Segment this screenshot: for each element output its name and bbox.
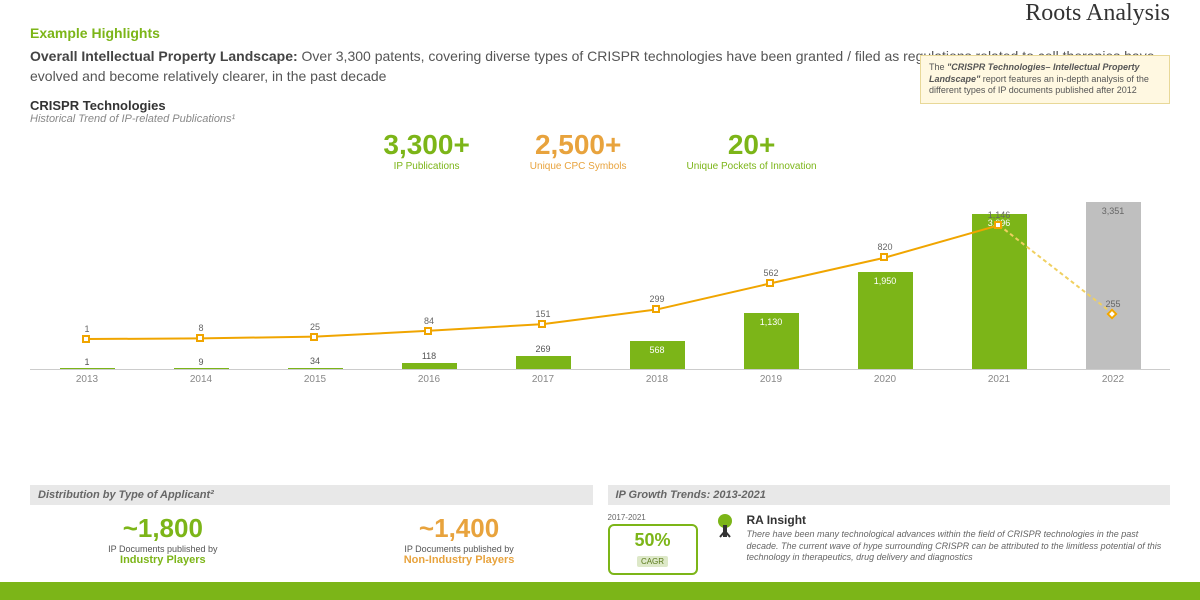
growth-wrap: 2017-2021 50% CAGR <box>608 513 698 575</box>
ra-insight: RA Insight There have been many technolo… <box>713 513 1171 564</box>
bar-value-label: 34 <box>258 356 372 366</box>
line-value-label: 8 <box>181 323 221 333</box>
bar-group: 118 <box>372 363 486 369</box>
dist-value: ~1,800 <box>108 513 217 544</box>
bar-value-label: 3,351 <box>1056 206 1170 216</box>
insight-text: There have been many technological advan… <box>747 529 1171 564</box>
line-value-label: 820 <box>865 242 905 252</box>
section-label: Example Highlights <box>30 25 1170 41</box>
bar <box>60 368 115 369</box>
growth-period: 2017-2021 <box>608 513 698 522</box>
page-container: Roots Analysis Example Highlights Overal… <box>0 0 1200 600</box>
bar-group: 3,351 <box>1056 202 1170 370</box>
year-label: 2018 <box>600 374 714 385</box>
bar-group: 34 <box>258 368 372 370</box>
bar-group: 1,950 <box>828 272 942 370</box>
bar-value-label: 118 <box>372 351 486 361</box>
line-value-label: 84 <box>409 316 449 326</box>
dist-value: ~1,400 <box>404 513 515 544</box>
year-label: 2022 <box>1056 374 1170 385</box>
year-label: 2013 <box>30 374 144 385</box>
line-marker <box>994 221 1002 229</box>
year-axis: 2013201420152016201720182019202020212022 <box>30 374 1170 385</box>
growth-box: 50% CAGR <box>608 524 698 575</box>
line-value-label: 1,146 <box>979 210 1019 220</box>
bar-value-label: 269 <box>486 344 600 354</box>
stat-item: 2,500+Unique CPC Symbols <box>530 129 627 172</box>
dist-item: ~1,400IP Documents published byNon-Indus… <box>404 513 515 566</box>
line-marker <box>196 334 204 342</box>
panel-growth-title: IP Growth Trends: 2013-2021 <box>608 485 1171 505</box>
growth-value: 50% <box>614 530 692 551</box>
dist-who: Industry Players <box>108 554 217 566</box>
stat-label: Unique CPC Symbols <box>530 161 627 172</box>
panel-distribution-title: Distribution by Type of Applicant² <box>30 485 593 505</box>
bar <box>1086 202 1141 370</box>
bar-value-label: 1,950 <box>828 276 942 286</box>
year-label: 2016 <box>372 374 486 385</box>
bar-group: 568 <box>600 341 714 369</box>
insight-title: RA Insight <box>747 513 1171 527</box>
brand-logo: Roots Analysis <box>1025 0 1170 27</box>
line-value-label: 25 <box>295 322 335 332</box>
year-label: 2019 <box>714 374 828 385</box>
bar-group: 3,096 <box>942 214 1056 369</box>
dist-sub: IP Documents published by <box>404 544 515 554</box>
bar <box>516 356 571 369</box>
bottom-row: Distribution by Type of Applicant² ~1,80… <box>30 485 1170 575</box>
bar <box>972 214 1027 369</box>
line-value-label: 1 <box>67 324 107 334</box>
bar-value-label: 1 <box>30 357 144 367</box>
bar <box>402 363 457 369</box>
headline-bold: Overall Intellectual Property Landscape: <box>30 48 298 64</box>
line-value-label: 151 <box>523 309 563 319</box>
year-label: 2017 <box>486 374 600 385</box>
bar-value-label: 1,130 <box>714 317 828 327</box>
footer-bar <box>0 582 1200 600</box>
line-marker <box>310 333 318 341</box>
stat-label: IP Publications <box>383 161 469 172</box>
dist-who: Non-Industry Players <box>404 554 515 566</box>
growth-cagr: CAGR <box>637 556 668 567</box>
bar-value-label: 568 <box>600 345 714 355</box>
bar-value-label: 9 <box>144 357 258 367</box>
year-label: 2020 <box>828 374 942 385</box>
stat-label: Unique Pockets of Innovation <box>687 161 817 172</box>
stat-item: 20+Unique Pockets of Innovation <box>687 129 817 172</box>
bar-group: 1,130 <box>714 313 828 370</box>
chart-subtitle: Historical Trend of IP-related Publicati… <box>30 113 1170 125</box>
dist-sub: IP Documents published by <box>108 544 217 554</box>
bar-group: 269 <box>486 356 600 369</box>
line-value-label: 562 <box>751 268 791 278</box>
bar <box>288 368 343 370</box>
line-value-label: 299 <box>637 294 677 304</box>
stats-row: 3,300+IP Publications 2,500+Unique CPC Sy… <box>30 129 1170 172</box>
bar <box>858 272 913 370</box>
panel-growth: IP Growth Trends: 2013-2021 2017-2021 50… <box>608 485 1171 575</box>
stat-item: 3,300+IP Publications <box>383 129 469 172</box>
line-marker <box>652 305 660 313</box>
panel-distribution: Distribution by Type of Applicant² ~1,80… <box>30 485 593 575</box>
tree-icon <box>713 513 737 543</box>
year-label: 2021 <box>942 374 1056 385</box>
stat-value: 3,300+ <box>383 129 469 161</box>
chart-area: 11983425118842691515682991,1305621,95082… <box>30 180 1170 370</box>
line-marker <box>424 327 432 335</box>
bar <box>174 368 229 369</box>
line-marker <box>538 320 546 328</box>
dist-item: ~1,800IP Documents published byIndustry … <box>108 513 217 566</box>
bar-group: 1 <box>30 368 144 369</box>
year-label: 2014 <box>144 374 258 385</box>
line-marker <box>82 335 90 343</box>
info-box: The "CRISPR Technologies– Intellectual P… <box>920 55 1170 104</box>
line-marker <box>766 279 774 287</box>
stat-value: 20+ <box>687 129 817 161</box>
year-label: 2015 <box>258 374 372 385</box>
stat-value: 2,500+ <box>530 129 627 161</box>
line-marker <box>880 253 888 261</box>
dist-row: ~1,800IP Documents published byIndustry … <box>30 513 593 566</box>
bar-group: 9 <box>144 368 258 369</box>
line-value-label: 255 <box>1093 299 1133 309</box>
